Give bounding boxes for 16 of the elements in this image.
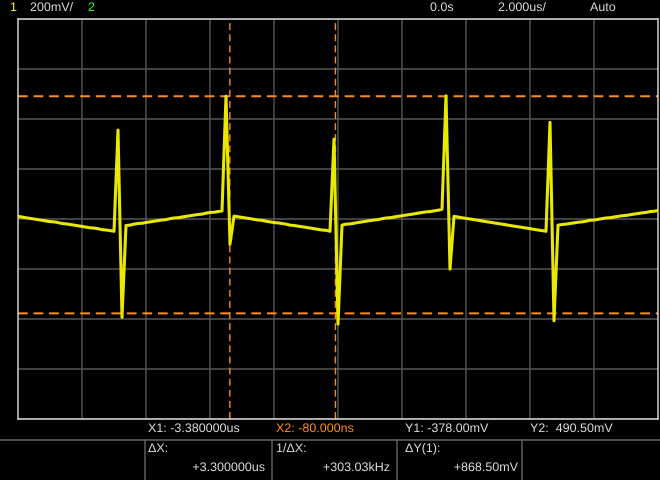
text: 200mV/ <box>30 2 74 12</box>
text: ΔY(1): <box>405 443 440 455</box>
text: 2.000us/ <box>498 2 546 12</box>
text: +868.50mV <box>454 462 518 472</box>
text: 2 <box>88 2 94 12</box>
text: 1 <box>10 2 16 12</box>
text: X1: -3.380000us <box>148 423 240 432</box>
text: Auto <box>590 2 616 12</box>
text: Y2: 490.50mV <box>530 423 613 432</box>
text: 0.0s <box>430 2 454 12</box>
text: X2: -80.000ns <box>276 423 354 432</box>
text: Y1: -378.00mV <box>405 423 488 432</box>
text: +3.300000us <box>192 462 265 472</box>
text: 1/ΔX: <box>276 443 306 452</box>
text: +303.03kHz <box>324 462 390 472</box>
text: ΔX: <box>148 443 168 452</box>
